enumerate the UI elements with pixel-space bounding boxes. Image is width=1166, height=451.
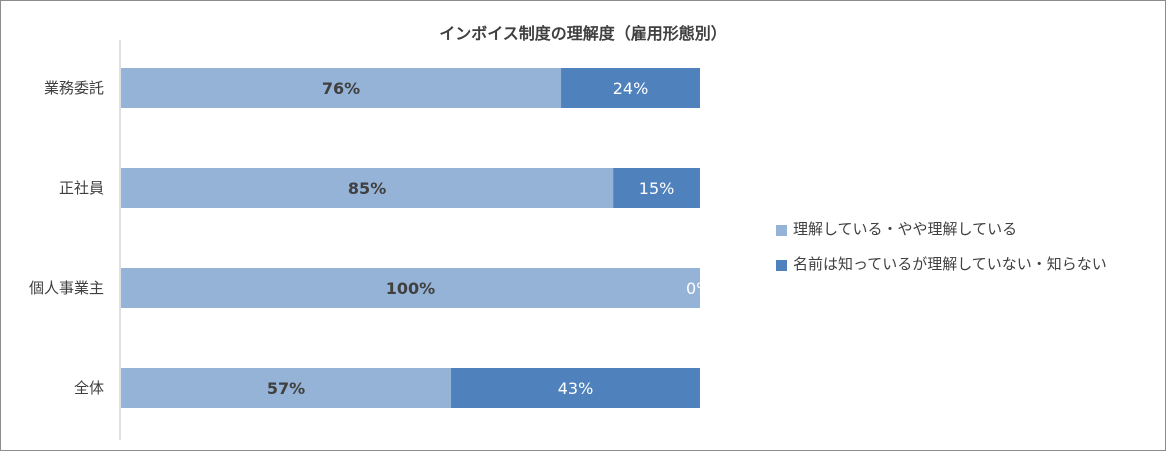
- bar-segment-1: [121, 368, 452, 408]
- data-label: 57%: [267, 379, 305, 398]
- chart-title: インボイス制度の理解度（雇用形態別）: [439, 24, 727, 43]
- bar-segment-1: [121, 268, 700, 308]
- data-label: 76%: [322, 79, 360, 98]
- legend-swatch-not-understand: [776, 260, 787, 271]
- legend-label-understand: 理解している・やや理解している: [793, 219, 1018, 238]
- y-tick-label: 個人事業主: [29, 279, 104, 297]
- legend-swatch-understand: [776, 225, 787, 236]
- y-tick-label: 正社員: [59, 179, 104, 197]
- bar-segment-2: [613, 168, 700, 208]
- bar-segment-1: [121, 168, 614, 208]
- bar-segment-2: [561, 68, 700, 108]
- data-label: 100%: [386, 279, 435, 298]
- legend-item-not-understand: 名前は知っているが理解していない・知らない: [776, 253, 1107, 273]
- data-label: 43%: [558, 379, 594, 398]
- legend-item-understand: 理解している・やや理解している: [776, 218, 1107, 238]
- legend: 理解している・やや理解している 名前は知っているが理解していない・知らない: [776, 218, 1107, 288]
- legend-label-not-understand: 名前は知っているが理解していない・知らない: [793, 254, 1107, 273]
- y-tick-label: 業務委託: [44, 79, 104, 97]
- data-label: 0%: [686, 279, 711, 298]
- data-label: 15%: [639, 179, 675, 198]
- data-label: 85%: [348, 179, 386, 198]
- bar-segment-1: [121, 68, 562, 108]
- bar-segment-2: [451, 368, 700, 408]
- data-label: 24%: [613, 79, 649, 98]
- y-tick-label: 全体: [74, 379, 104, 397]
